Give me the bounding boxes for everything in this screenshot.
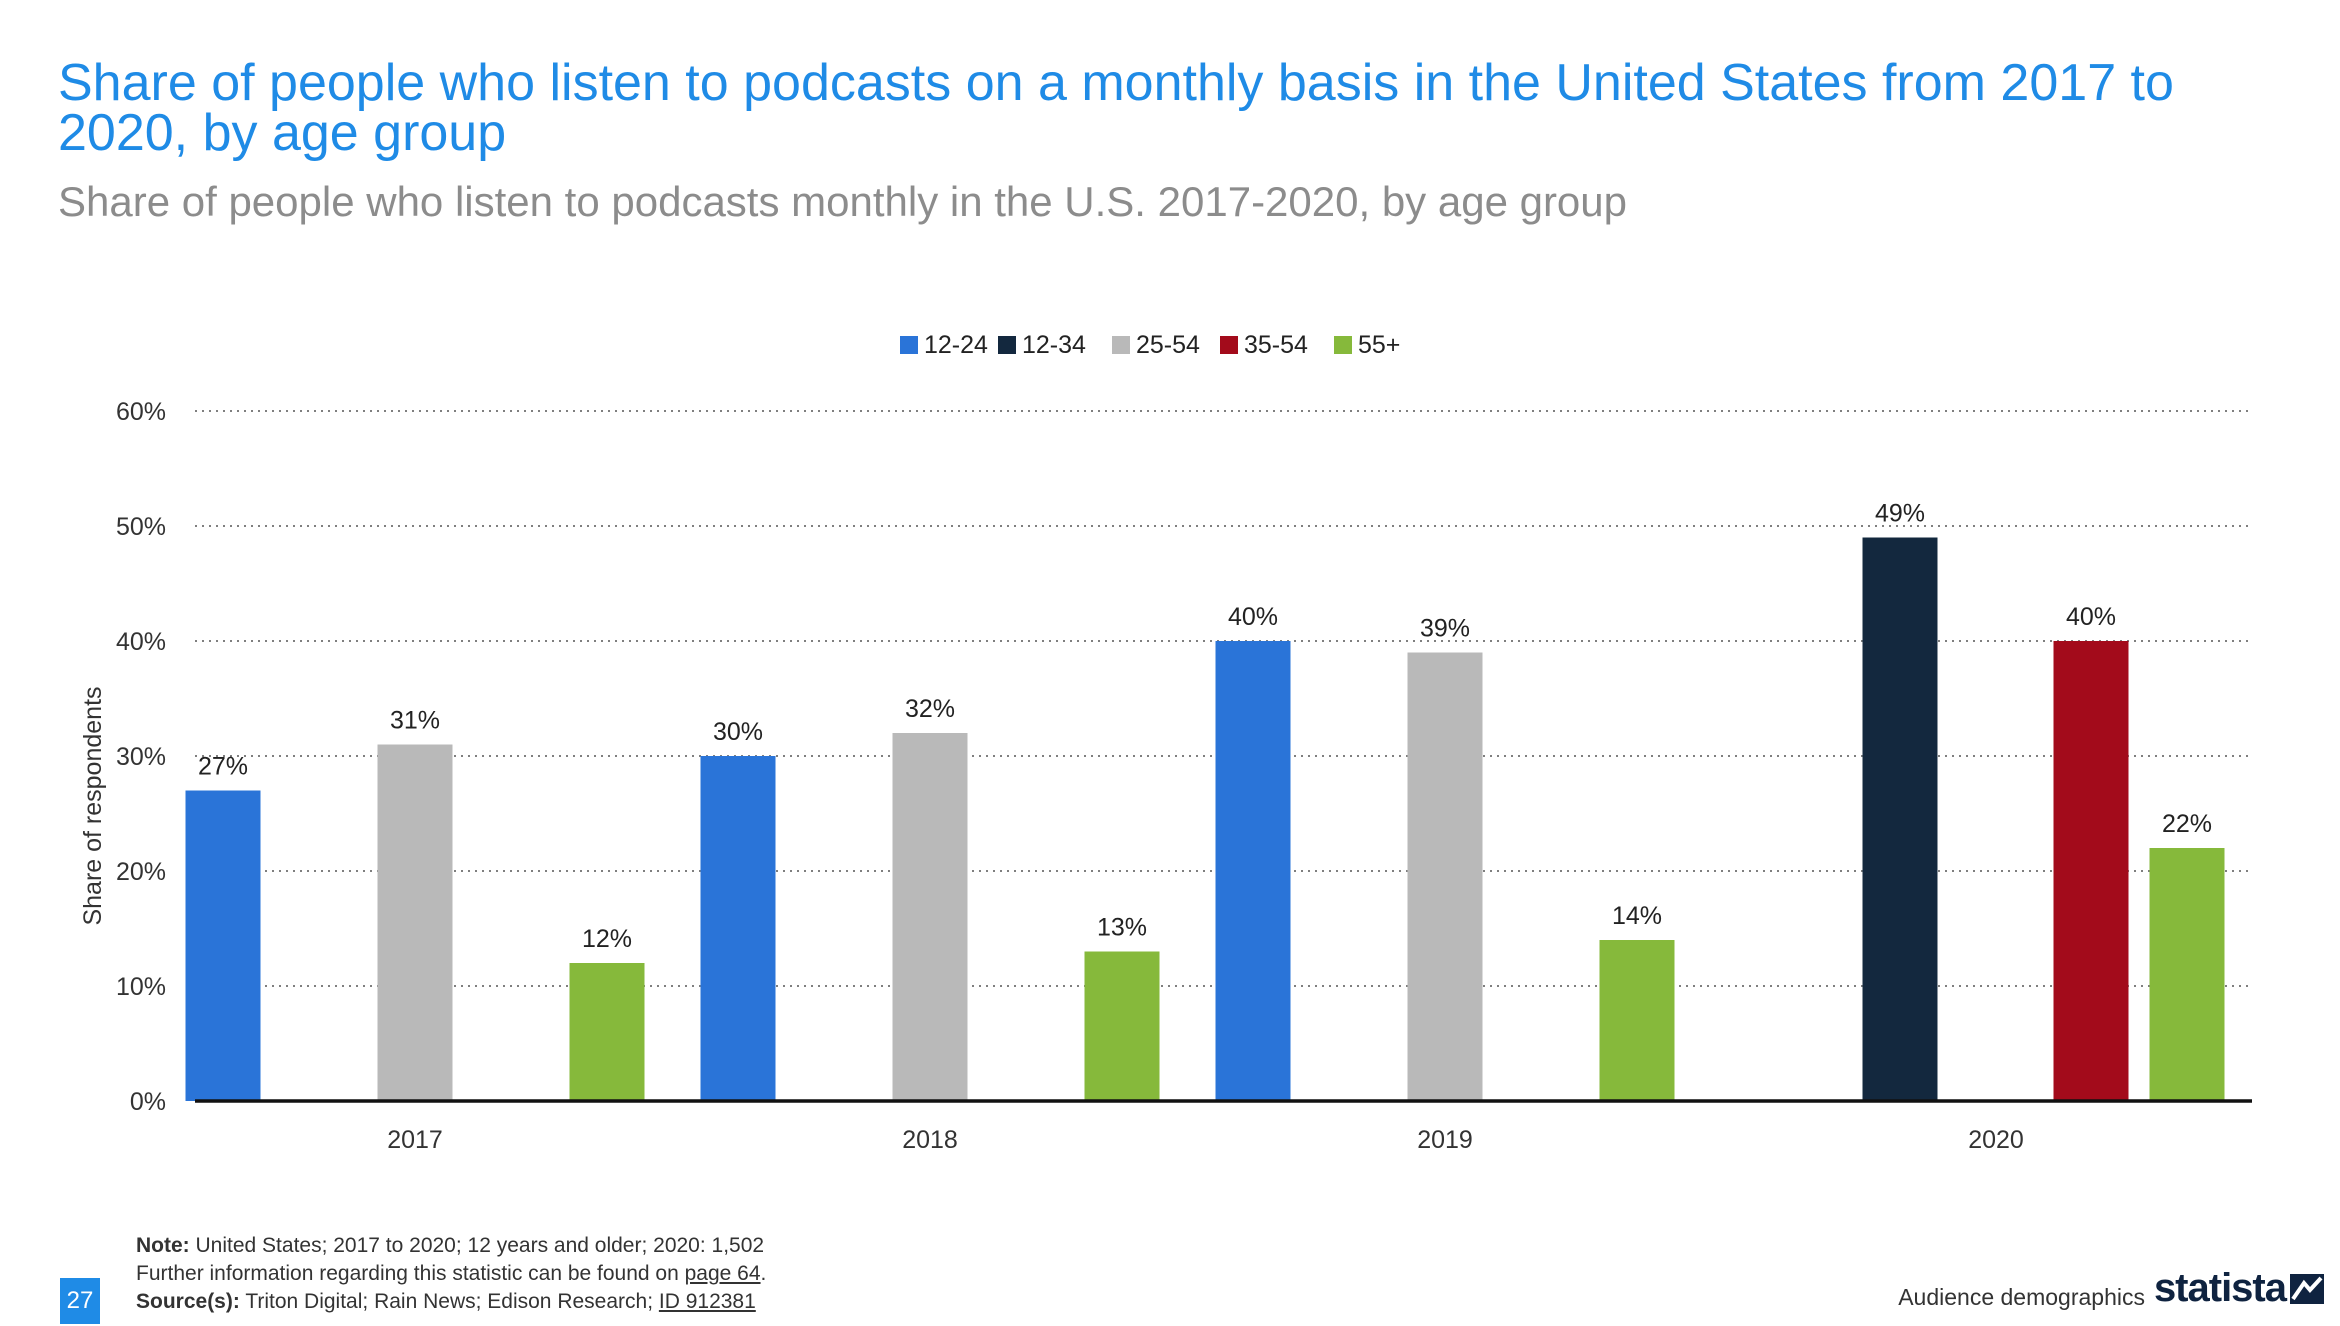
bar-55plus-2017 (569, 963, 645, 1101)
chart-title: Share of people who listen to podcasts o… (58, 54, 2174, 162)
bar-12-24-2019 (1215, 641, 1291, 1101)
y-tick-label: 10% (116, 973, 166, 1001)
data-label: 22% (2162, 810, 2212, 838)
statista-logo: statista (2154, 1266, 2324, 1311)
logo-wordmark: statista (2153, 1266, 2287, 1310)
data-label: 32% (905, 695, 955, 723)
source-label: Source(s): (136, 1290, 240, 1313)
note-label: Note: (136, 1234, 190, 1257)
data-label: 14% (1612, 902, 1662, 930)
bar-12-34-2020 (1862, 537, 1938, 1101)
page-number: 27 (60, 1278, 100, 1324)
data-label: 39% (1420, 615, 1470, 643)
bar-55plus-2018 (1084, 951, 1160, 1101)
bar-25-54-2018 (892, 733, 968, 1101)
page-link[interactable]: page 64 (684, 1262, 761, 1285)
bar-25-54-2017 (377, 744, 453, 1101)
bar-25-54-2019 (1407, 652, 1483, 1101)
x-tick-label: 2020 (1968, 1126, 2024, 1154)
section-label: Audience demographics (1898, 1284, 2145, 1310)
info-line: Further information regarding this stati… (136, 1260, 766, 1288)
y-tick-label: 60% (116, 398, 166, 426)
logo-mark-icon (2290, 1273, 2324, 1304)
data-label: 13% (1097, 914, 1147, 942)
y-tick-label: 50% (116, 513, 166, 541)
legend-swatch (900, 336, 918, 354)
bar-12-24-2017 (185, 790, 261, 1101)
legend-swatch (1220, 336, 1238, 354)
info-end: . (760, 1262, 767, 1285)
data-label: 31% (390, 707, 440, 735)
bar-55plus-2019 (1599, 940, 1675, 1101)
data-label: 12% (582, 925, 632, 953)
legend-label: 12-34 (1022, 331, 1086, 359)
info-text: Further information regarding this stati… (136, 1262, 685, 1285)
legend-swatch (1112, 336, 1130, 354)
data-label: 49% (1875, 500, 1925, 528)
legend-swatch (998, 336, 1016, 354)
note-text: United States; 2017 to 2020; 12 years an… (189, 1234, 765, 1257)
data-label: 30% (713, 718, 763, 746)
statistic-id-link[interactable]: ID 912381 (658, 1290, 756, 1313)
legend-label: 35-54 (1244, 331, 1308, 359)
source-line: Source(s): Triton Digital; Rain News; Ed… (136, 1288, 766, 1316)
note-block: Note: United States; 2017 to 2020; 12 ye… (136, 1232, 766, 1316)
source-text: Triton Digital; Rain News; Edison Resear… (239, 1290, 659, 1313)
chart-subtitle: Share of people who listen to podcasts m… (58, 178, 1628, 225)
y-tick-label: 30% (116, 743, 166, 771)
legend-label: 25-54 (1136, 331, 1200, 359)
x-tick-label: 2019 (1417, 1126, 1473, 1154)
y-tick-label: 0% (130, 1088, 166, 1116)
data-label: 27% (198, 753, 248, 781)
legend-label: 12-24 (924, 331, 988, 359)
x-tick-label: 2018 (902, 1126, 958, 1154)
bar-35-54-2020 (2053, 641, 2129, 1101)
legend-label: 55+ (1358, 331, 1400, 359)
data-label: 40% (2066, 603, 2116, 631)
bar-chart: 0% 10% 20% 30% 40% 50% 60% Share of respondents… (79, 331, 2252, 1154)
legend-swatch (1334, 336, 1352, 354)
y-tick-label: 20% (116, 858, 166, 886)
x-tick-label: 2017 (387, 1126, 443, 1154)
note-line: Note: United States; 2017 to 2020; 12 ye… (136, 1232, 766, 1260)
y-tick-label: 40% (116, 628, 166, 656)
bar-12-24-2018 (700, 756, 776, 1101)
bar-55plus-2020 (2149, 848, 2225, 1101)
y-axis-label: Share of respondents (79, 686, 107, 925)
data-label: 40% (1228, 603, 1278, 631)
